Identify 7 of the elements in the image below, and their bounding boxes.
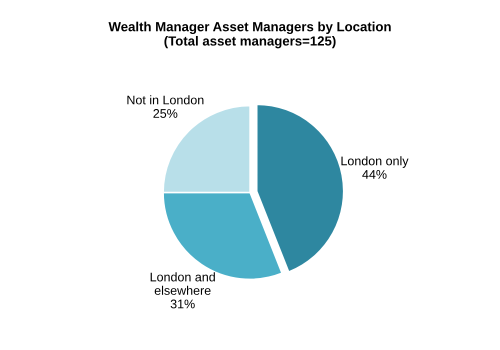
data-label: 25% (153, 109, 178, 118)
slice-label: London and elsewhere (150, 272, 215, 295)
slice-label: London only (341, 156, 409, 168)
data-label: 44% (362, 170, 387, 179)
data-label: 31% (170, 300, 195, 308)
chart-title: Wealth Manager Asset Managers by Location (Total asset managers=125) (108, 22, 391, 48)
slice-label: Not in London (127, 95, 204, 104)
